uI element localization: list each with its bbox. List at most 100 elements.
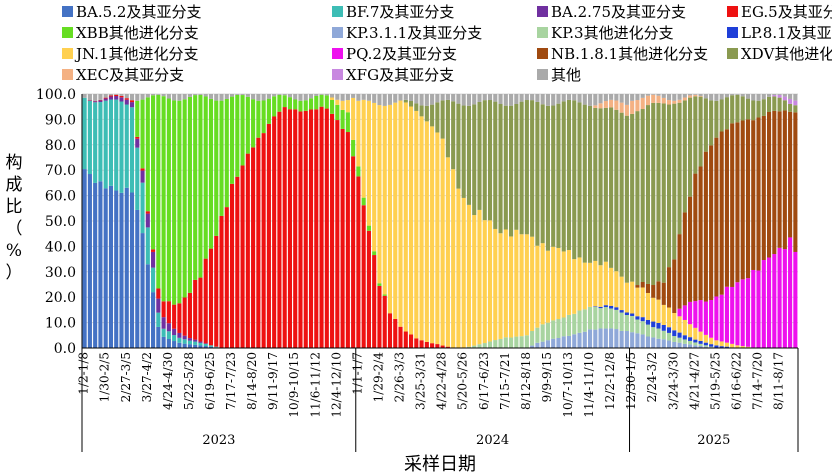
bar-segment: [640, 97, 645, 110]
bar-segment: [645, 336, 651, 348]
axes: [81, 94, 799, 452]
bar-segment: [303, 94, 308, 101]
bar-segment: [761, 94, 766, 100]
bar-segment: [151, 292, 156, 348]
bar-segment: [203, 96, 208, 259]
bar-segment: [698, 345, 703, 348]
legend-label: EG.5及其亚分支: [741, 3, 832, 21]
bar-segment: [682, 305, 687, 320]
bar-segment: [129, 100, 135, 103]
bar-segment: [666, 332, 672, 341]
bar-segment: [582, 309, 587, 332]
bar-segment: [424, 105, 429, 122]
bar-segment: [193, 279, 198, 340]
bar-segment: [561, 317, 566, 337]
y-tick-label: 30.0: [45, 265, 76, 281]
bar-segment: [114, 99, 119, 191]
bar-segment: [656, 299, 661, 323]
bar-segment: [556, 247, 561, 320]
bar-segment: [398, 100, 403, 327]
x-tick-label: 5/20-5/26: [456, 352, 470, 410]
bar-segment: [666, 94, 672, 101]
legend-item: XFG及其亚分支: [332, 66, 454, 84]
bar-segment: [703, 334, 708, 343]
year-label: 2023: [202, 433, 235, 448]
bar-segment: [509, 236, 514, 338]
bar-segment: [403, 99, 408, 103]
x-tick-label: 2/24-3/2: [645, 352, 659, 402]
bar-segment: [172, 94, 177, 101]
bar-segment: [730, 94, 735, 96]
bar-segment: [645, 292, 651, 320]
bar-segment: [566, 99, 572, 251]
bar-segment: [524, 234, 529, 336]
bar-segment: [482, 100, 487, 221]
bar-segment: [593, 94, 598, 106]
bar-segment: [551, 105, 556, 247]
bar-segment: [540, 324, 545, 342]
bar-segment: [651, 327, 656, 338]
bar-segment: [545, 94, 550, 106]
bar-segment: [709, 94, 714, 101]
year-labels: 2023 2024 2025: [202, 433, 730, 448]
bar-segment: [530, 94, 535, 101]
bar-segment: [766, 94, 772, 97]
bar-segment: [645, 94, 651, 96]
bar-segment: [661, 103, 666, 283]
bar-segment: [661, 97, 666, 104]
bar-segment: [351, 156, 356, 348]
bar-segment: [430, 343, 435, 348]
bar-segment: [351, 139, 356, 157]
bar-segment: [187, 94, 192, 97]
bar-segment: [340, 100, 345, 110]
bar-segment: [461, 197, 466, 348]
x-tick-label: 11/6-11/12: [308, 352, 322, 418]
bar-segment: [603, 107, 608, 262]
bar-segment: [672, 103, 677, 260]
bar-segment: [124, 98, 129, 100]
bar-segment: [282, 95, 287, 108]
bar-segment: [740, 96, 745, 121]
legend-label: KP.3其他进化分支: [551, 24, 674, 42]
bar-segment: [793, 251, 798, 348]
bar-segment: [519, 94, 524, 102]
bar-segment: [445, 157, 450, 347]
y-tick-label: 40.0: [45, 239, 76, 255]
bar-segment: [172, 100, 177, 305]
x-tick-label: 11/4-11/10: [582, 352, 596, 418]
bar-segment: [161, 301, 166, 318]
x-tick-label: 8/14-8/20: [245, 352, 259, 410]
bar-segment: [203, 346, 208, 348]
y-tick-label: 90.0: [45, 112, 76, 128]
bar-segment: [714, 345, 719, 348]
bar-segment: [672, 94, 677, 101]
bar-segment: [556, 103, 561, 248]
bar-segment: [187, 96, 192, 293]
bar-segment: [166, 323, 171, 332]
bar-segment: [172, 304, 177, 329]
bar-segment: [630, 332, 635, 348]
legend-item: PQ.2及其亚分支: [332, 45, 457, 63]
bar-segment: [661, 339, 666, 348]
bar-segment: [651, 285, 656, 298]
bar-segment: [151, 267, 156, 293]
bar-segment: [424, 121, 429, 342]
bar-segment: [666, 340, 672, 348]
bar-segment: [445, 346, 450, 348]
bar-segment: [514, 336, 519, 348]
bar-segment: [672, 330, 677, 337]
bar-segment: [609, 328, 614, 348]
bar-segment: [193, 94, 198, 96]
bar-segment: [503, 94, 508, 106]
bar-segment: [745, 119, 751, 279]
bar-segment: [251, 147, 256, 348]
bar-segment: [372, 255, 377, 348]
bar-segment: [119, 192, 124, 348]
bar-segment: [630, 100, 635, 114]
bar-segment: [424, 94, 429, 106]
bar-segment: [414, 103, 419, 111]
bar-segment: [577, 102, 582, 258]
bar-segment: [582, 104, 587, 263]
bar-segment: [140, 168, 145, 171]
